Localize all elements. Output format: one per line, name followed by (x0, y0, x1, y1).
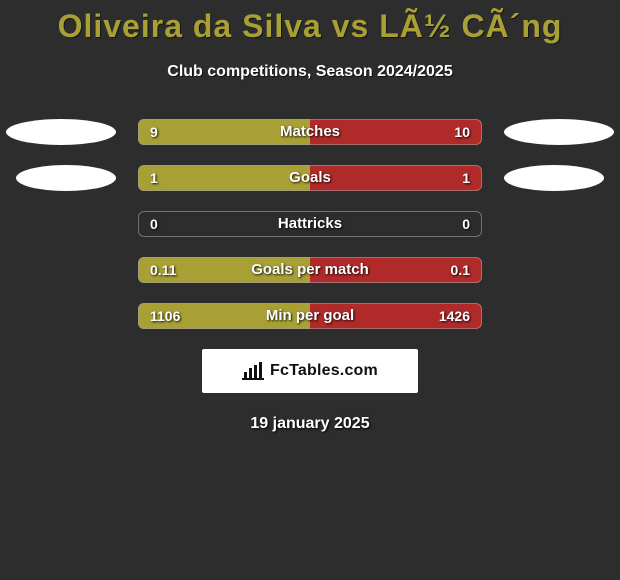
stat-value-left: 0 (150, 211, 158, 237)
bar-track (138, 257, 482, 283)
bar-left (138, 119, 310, 145)
stat-row: 9 Matches 10 (0, 119, 620, 145)
bar-right (310, 165, 482, 191)
stat-row: 0.11 Goals per match 0.1 (0, 257, 620, 283)
stat-value-right: 1426 (439, 303, 470, 329)
stat-row: 1106 Min per goal 1426 (0, 303, 620, 329)
bar-track (138, 119, 482, 145)
bar-track (138, 211, 482, 237)
comparison-chart: 9 Matches 10 1 Goals 1 0 Ha (0, 119, 620, 329)
player-right-indicator (504, 165, 604, 191)
stat-value-left: 1106 (150, 303, 180, 329)
bar-left (138, 165, 310, 191)
stat-value-left: 0.11 (150, 257, 176, 283)
stat-value-right: 10 (454, 119, 470, 145)
stat-value-left: 9 (150, 119, 158, 145)
snapshot-date: 19 january 2025 (0, 415, 620, 433)
stat-row: 1 Goals 1 (0, 165, 620, 191)
comparison-title: Oliveira da Silva vs LÃ½ CÃ´ng (0, 0, 620, 45)
comparison-subtitle: Club competitions, Season 2024/2025 (0, 63, 620, 81)
stat-value-right: 0.1 (451, 257, 470, 283)
bar-chart-icon (242, 362, 264, 380)
bar-track (138, 303, 482, 329)
stat-value-left: 1 (150, 165, 158, 191)
brand-logo: FcTables.com (202, 349, 418, 393)
bar-track (138, 165, 482, 191)
stat-value-right: 0 (462, 211, 470, 237)
stat-row: 0 Hattricks 0 (0, 211, 620, 237)
stat-value-right: 1 (462, 165, 470, 191)
player-right-indicator (504, 119, 614, 145)
brand-logo-text: FcTables.com (270, 362, 378, 380)
player-left-indicator (6, 119, 116, 145)
player-left-indicator (16, 165, 116, 191)
